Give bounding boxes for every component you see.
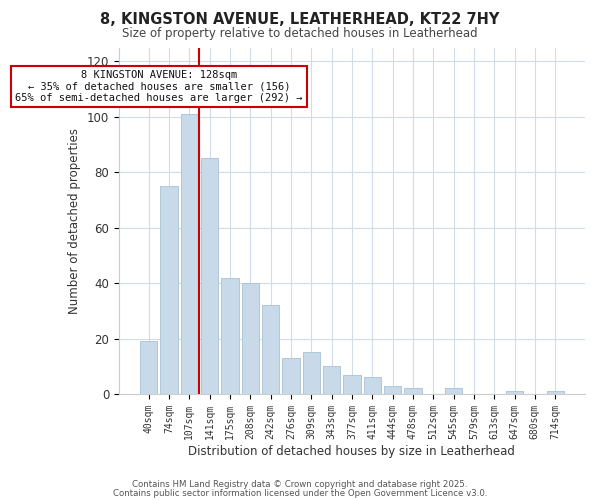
Bar	[547, 391, 564, 394]
Bar	[364, 378, 381, 394]
Bar	[323, 366, 340, 394]
Text: Contains public sector information licensed under the Open Government Licence v3: Contains public sector information licen…	[113, 489, 487, 498]
Text: 8 KINGSTON AVENUE: 128sqm
← 35% of detached houses are smaller (156)
65% of semi: 8 KINGSTON AVENUE: 128sqm ← 35% of detac…	[15, 70, 302, 103]
Y-axis label: Number of detached properties: Number of detached properties	[68, 128, 81, 314]
Bar	[242, 283, 259, 394]
Bar	[404, 388, 422, 394]
Text: Contains HM Land Registry data © Crown copyright and database right 2025.: Contains HM Land Registry data © Crown c…	[132, 480, 468, 489]
Bar	[201, 158, 218, 394]
Bar	[221, 278, 239, 394]
Bar	[262, 306, 279, 394]
Text: 8, KINGSTON AVENUE, LEATHERHEAD, KT22 7HY: 8, KINGSTON AVENUE, LEATHERHEAD, KT22 7H…	[100, 12, 500, 28]
Bar	[160, 186, 178, 394]
Bar	[181, 114, 198, 394]
Text: Size of property relative to detached houses in Leatherhead: Size of property relative to detached ho…	[122, 28, 478, 40]
X-axis label: Distribution of detached houses by size in Leatherhead: Distribution of detached houses by size …	[188, 444, 515, 458]
Bar	[384, 386, 401, 394]
Bar	[140, 342, 157, 394]
Bar	[445, 388, 462, 394]
Bar	[283, 358, 299, 394]
Bar	[302, 352, 320, 394]
Bar	[506, 391, 523, 394]
Bar	[343, 374, 361, 394]
